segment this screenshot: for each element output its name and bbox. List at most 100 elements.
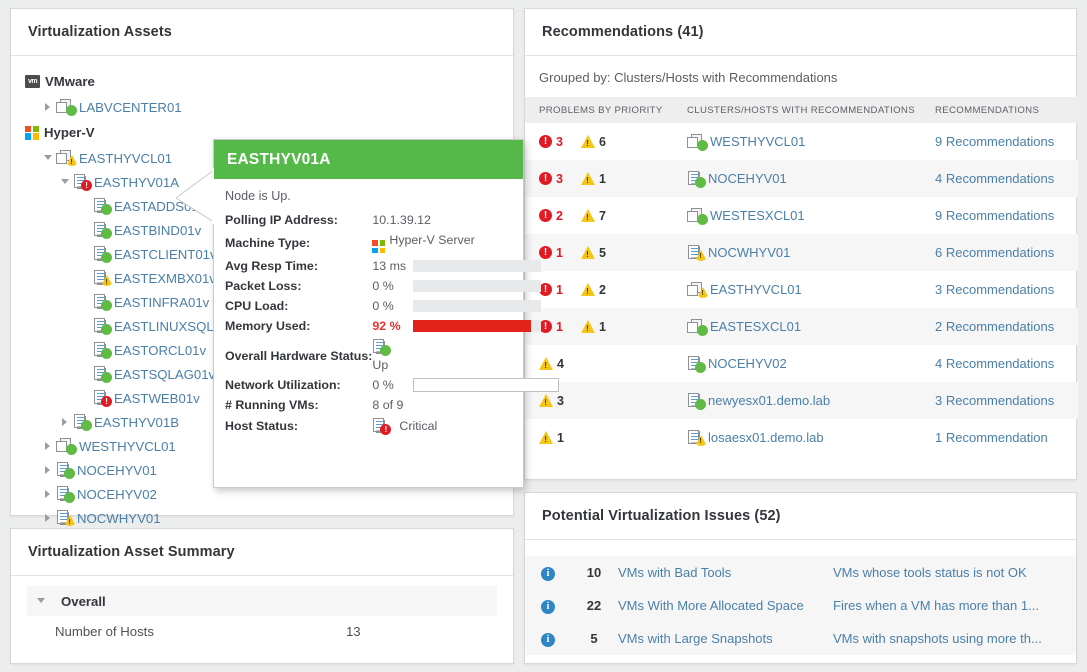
table-row[interactable]: 1 losaesx01.demo.lab 1 Recommendation [525,419,1078,456]
cluster-host-cell[interactable]: NOCWHYV01 [673,234,921,271]
critical-icon: ! [539,283,552,296]
critical-count: 3 [556,171,563,186]
table-row[interactable]: 3 newyesx01.demo.lab 3 Recommendations [525,382,1078,419]
recommendations-link[interactable]: 3 Recommendations [935,282,1055,297]
tree-item-nocwhyv01[interactable]: NOCWHYV01 [25,506,513,530]
status-up-icon [101,228,112,239]
tree-item-hyper-v[interactable]: Hyper-V [25,119,513,146]
tooltip-detail-row: CPU Load: 0 % [225,296,559,316]
tree-item-eastclient01v[interactable]: EASTCLIENT01v [25,242,513,266]
tree-item-label: EASTHYV01B [94,414,180,430]
problems-by-priority-cell: 1 [525,419,673,456]
table-row[interactable]: 4 NOCEHYV02 4 Recommendations [525,345,1078,382]
issue-count: 5 [571,622,617,655]
issue-icon-cell: i [525,556,571,589]
tree-item-nocehyv01[interactable]: NOCEHYV01 [25,458,513,482]
tree-item-nocehyv02[interactable]: NOCEHYV02 [25,482,513,506]
table-row[interactable]: ! 3 1 NOCEHYV01 4 Recommendations [525,160,1078,197]
tooltip-header: EASTHYV01A [214,140,523,179]
cluster-host-cell[interactable]: NOCEHYV01 [673,160,921,197]
tree-item-easthyv01b[interactable]: EASTHYV01B [25,410,513,434]
tree-item-eastlinuxsql0[interactable]: EASTLINUXSQL0 [25,314,513,338]
tree-item-labvcenter01[interactable]: LABVCENTER01 [25,95,513,119]
chevron-right-icon[interactable] [42,439,56,453]
tree-item-eastexmbx01v[interactable]: EASTEXMBX01v [25,266,513,290]
list-item[interactable]: i 22 VMs With More Allocated Space Fires wh… [525,589,1076,622]
recommendations-link[interactable]: 3 Recommendations [935,393,1055,408]
cluster-host-cell[interactable]: EASTHYVCL01 [673,271,921,308]
tree-item-label: LABVCENTER01 [79,99,182,115]
critical-icon: ! [539,320,552,333]
list-item[interactable]: i 10 VMs with Bad Tools VMs whose tools sta… [525,556,1076,589]
assets-panel-header: Virtualization Assets [11,9,513,56]
chevron-right-icon[interactable] [42,100,56,114]
recommendations-count-cell[interactable]: 9 Recommendations [921,197,1078,234]
tree-item-label: EASTCLIENT01v [114,246,217,262]
recommendations-panel: Recommendations (41) Grouped by: Cluster… [524,8,1078,480]
cluster-host-cell[interactable]: newyesx01.demo.lab [673,382,921,419]
warning-icon [539,394,553,407]
cluster-host-cell[interactable]: WESTESXCL01 [673,197,921,234]
table-row[interactable]: ! 1 2 EASTHYVCL01 3 Recommendations [525,271,1078,308]
chevron-right-icon[interactable] [42,511,56,525]
cluster-host-cell[interactable]: EASTESXCL01 [673,308,921,345]
tree-item-eastweb01v[interactable]: ! EASTWEB01v [25,386,513,410]
recommendations-link[interactable]: 6 Recommendations [935,245,1055,260]
chevron-right-icon[interactable] [59,415,73,429]
chevron-down-icon[interactable] [35,594,49,608]
tree-item-eastbind01v[interactable]: EASTBIND01v [25,218,513,242]
problems-by-priority-cell: ! 1 1 [525,308,673,345]
warning-icon [580,246,595,259]
tree-item-easthyvcl01[interactable]: EASTHYVCL01 [25,146,513,170]
recommendations-count-cell[interactable]: 6 Recommendations [921,234,1078,271]
table-row[interactable]: ! 2 7 WESTESXCL01 9 Recommendations [525,197,1078,234]
recommendations-table-body: ! 3 6 WESTHYVCL01 9 Recommendations! 3 1 NOCEHY… [525,123,1078,456]
info-icon: i [541,633,555,647]
issues-table-body: i 10 VMs with Bad Tools VMs whose tools sta… [525,556,1076,655]
tree-item-label: NOCWHYV01 [77,510,161,526]
issue-name[interactable]: VMs with Large Snapshots [617,622,832,655]
tree-item-westhyvcl01[interactable]: WESTHYVCL01 [25,434,513,458]
recommendations-count-cell[interactable]: 9 Recommendations [921,123,1078,160]
info-icon: i [541,567,555,581]
recommendations-count-cell[interactable]: 3 Recommendations [921,382,1078,419]
tree-item-eastinfra01v[interactable]: EASTINFRA01v [25,290,513,314]
tree-item-vmware[interactable]: vm VMware [25,68,513,95]
detail-key: Avg Resp Time: [225,259,318,274]
table-row[interactable]: ! 1 1 EASTESXCL01 2 Recommendations [525,308,1078,345]
list-item[interactable]: i 5 VMs with Large Snapshots VMs with snaps… [525,622,1076,655]
table-row[interactable]: ! 3 6 WESTHYVCL01 9 Recommendations [525,123,1078,160]
recommendations-link[interactable]: 4 Recommendations [935,171,1055,186]
chevron-right-icon[interactable] [42,463,56,477]
recommendations-link[interactable]: 4 Recommendations [935,356,1055,371]
recommendations-count-cell[interactable]: 4 Recommendations [921,160,1078,197]
recommendations-count-cell[interactable]: 2 Recommendations [921,308,1078,345]
table-row[interactable]: ! 1 5 NOCWHYV01 6 Recommendations [525,234,1078,271]
tree-item-easthyv01a[interactable]: ! EASTHYV01A [25,170,513,194]
issue-icon-cell: i [525,622,571,655]
host-icon [56,510,76,526]
chevron-down-icon[interactable] [59,175,73,189]
chevron-right-icon[interactable] [42,487,56,501]
host-icon [687,392,706,410]
recommendations-count-cell[interactable]: 4 Recommendations [921,345,1078,382]
status-up-icon [81,420,92,431]
recommendations-count-cell[interactable]: 1 Recommendation [921,419,1078,456]
host-icon [56,486,75,503]
recommendations-link[interactable]: 2 Recommendations [935,319,1055,334]
summary-group-overall[interactable]: Overall [27,586,497,616]
detail-value: Critical [399,419,438,434]
recommendations-link[interactable]: 1 Recommendation [935,430,1048,445]
issue-name[interactable]: VMs With More Allocated Space [617,589,832,622]
tooltip-detail-table: Polling IP Address: 10.1.39.12 Machine Typ… [225,210,560,437]
recommendations-count-cell[interactable]: 3 Recommendations [921,271,1078,308]
recommendations-link[interactable]: 9 Recommendations [935,208,1055,223]
tree-item-eastorcl01v[interactable]: EASTORCL01v [25,338,513,362]
cluster-host-cell[interactable]: losaesx01.demo.lab [673,419,921,456]
issue-name[interactable]: VMs with Bad Tools [617,556,832,589]
tree-item-eastsqlag01v[interactable]: EASTSQLAG01v [25,362,513,386]
recommendations-link[interactable]: 9 Recommendations [935,134,1055,149]
chevron-down-icon[interactable] [42,151,56,165]
cluster-host-cell[interactable]: NOCEHYV02 [673,345,921,382]
cluster-host-cell[interactable]: WESTHYVCL01 [673,123,921,160]
